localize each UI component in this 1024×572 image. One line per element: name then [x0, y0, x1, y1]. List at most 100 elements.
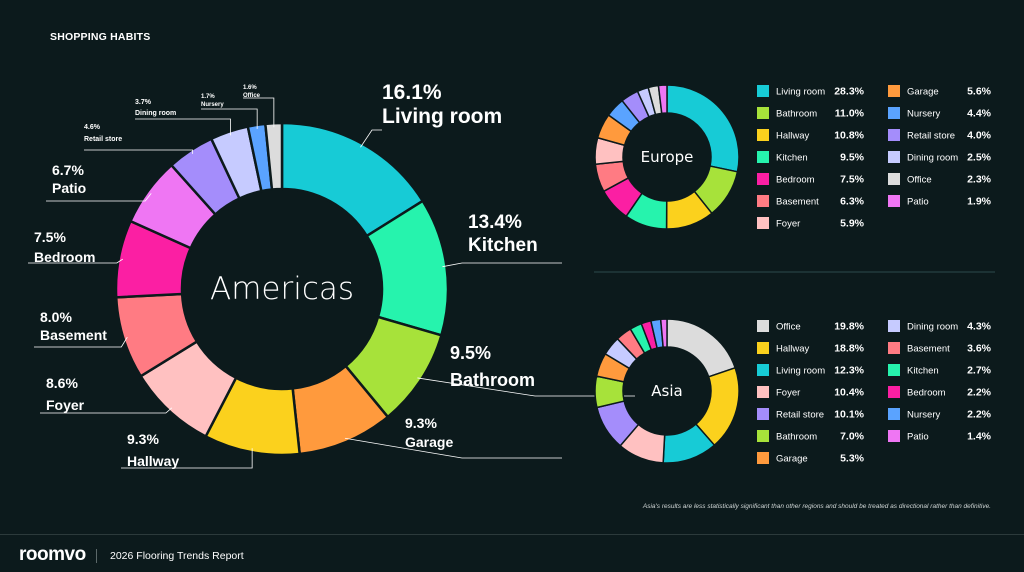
legend-swatch [888, 151, 900, 163]
legend-label: Kitchen [776, 153, 808, 164]
legend-label: Nursery [907, 109, 941, 120]
callout-label-bathroom: Bathroom [450, 370, 535, 390]
legend-swatch [757, 430, 769, 442]
legend-item-bedroom: Bedroom 2.2% [888, 386, 992, 399]
europe-donut-chart: Europe Living room 28.3% Bathroom 11.0% Hallw… [594, 84, 992, 230]
legend-item-bathroom: Bathroom 7.0% [757, 430, 865, 443]
legend-label: Retail store [776, 410, 824, 421]
legend-value: 2.2% [967, 409, 992, 421]
legend-swatch [757, 217, 769, 229]
legend-value: 7.5% [840, 174, 865, 186]
callout-value-retail-store: 4.6% [84, 124, 101, 131]
legend-value: 7.0% [840, 431, 865, 443]
callout-label-dining-room: Dining room [135, 110, 176, 117]
legend-value: 10.1% [834, 409, 864, 421]
legend-value: 9.5% [840, 152, 865, 164]
legend-value: 10.4% [834, 387, 864, 399]
legend-swatch [888, 386, 900, 398]
legend-item-kitchen: Kitchen 9.5% [757, 151, 865, 164]
legend-value: 5.9% [840, 218, 865, 230]
footer-divider [96, 549, 97, 563]
legend-swatch [757, 107, 769, 119]
legend-item-dining-room: Dining room 4.3% [888, 320, 992, 333]
legend-label: Foyer [776, 388, 800, 399]
legend-label: Bedroom [907, 388, 946, 399]
report-title: 2026 Flooring Trends Report [110, 550, 244, 562]
legend-label: Bathroom [776, 432, 817, 443]
legend-swatch [757, 386, 769, 398]
legend-value: 2.7% [967, 365, 992, 377]
legend-item-garage: Garage 5.6% [888, 85, 992, 98]
legend-item-hallway: Hallway 10.8% [757, 129, 865, 142]
callout-label-living-room: Living room [382, 105, 502, 128]
callout-label-office: Office [243, 93, 261, 99]
callout-value-office: 1.6% [243, 85, 257, 91]
callout-value-nursery: 1.7% [201, 94, 215, 100]
legend-item-kitchen: Kitchen 2.7% [888, 364, 992, 377]
legend-swatch [888, 129, 900, 141]
legend-label: Nursery [907, 410, 941, 421]
legend-item-basement: Basement 6.3% [757, 195, 865, 208]
legend-label: Basement [907, 344, 950, 355]
legend-label: Hallway [776, 344, 810, 355]
legend-value: 5.3% [840, 453, 865, 465]
legend-swatch [888, 320, 900, 332]
legend-label: Hallway [776, 131, 810, 142]
legend-label: Dining room [907, 322, 958, 333]
legend-item-bedroom: Bedroom 7.5% [757, 173, 865, 186]
brand-logo: roomvo [19, 544, 86, 565]
legend-label: Bathroom [776, 109, 817, 120]
leader-retail-store [84, 149, 194, 154]
slice-office [264, 121, 284, 191]
legend-swatch [888, 408, 900, 420]
callout-value-patio: 6.7% [52, 162, 84, 178]
legend-value: 6.3% [840, 196, 865, 208]
legend-value: 12.3% [834, 365, 864, 377]
legend-swatch [757, 173, 769, 185]
legend-label: Office [907, 175, 932, 186]
legend-item-garage: Garage 5.3% [757, 452, 865, 465]
center-label: Europe [641, 148, 694, 166]
leader-garage [344, 437, 562, 459]
legend-item-nursery: Nursery 4.4% [888, 107, 992, 120]
legend-label: Living room [776, 366, 825, 377]
callout-value-dining-room: 3.7% [135, 99, 152, 106]
callout-label-basement: Basement [40, 327, 107, 343]
americas-donut-chart: Americas 16.1%Living room 13.4%Kitchen 9.5%… [28, 81, 635, 469]
legend-label: Retail store [907, 131, 955, 142]
legend-swatch [888, 85, 900, 97]
legend-label: Office [776, 322, 801, 333]
legend-value: 10.8% [834, 130, 864, 142]
legend-label: Garage [907, 87, 939, 98]
legend-label: Foyer [776, 219, 800, 230]
legend-swatch [888, 430, 900, 442]
legend-item-foyer: Foyer 10.4% [757, 386, 865, 399]
legend-item-office: Office 19.8% [757, 320, 865, 333]
leader-dining-room [135, 118, 231, 136]
legend-item-nursery: Nursery 2.2% [888, 408, 992, 421]
legend-swatch [888, 173, 900, 185]
leader-hallway [121, 448, 253, 469]
legend-item-living-room: Living room 28.3% [757, 85, 865, 98]
legend-value: 5.6% [967, 86, 992, 98]
callout-label-garage: Garage [405, 434, 453, 450]
callout-value-bedroom: 7.5% [34, 229, 66, 245]
leader-kitchen [442, 262, 562, 268]
callout-label-kitchen: Kitchen [468, 235, 538, 256]
legend-item-living-room: Living room 12.3% [757, 364, 865, 377]
legend-swatch [757, 195, 769, 207]
legend-swatch [757, 364, 769, 376]
legend-swatch [888, 364, 900, 376]
callout-label-bedroom: Bedroom [34, 249, 95, 265]
footer-rule [0, 534, 1024, 535]
legend-value: 4.0% [967, 130, 992, 142]
callout-label-hallway: Hallway [127, 453, 179, 469]
legend-value: 3.6% [967, 343, 992, 355]
legend-value: 1.9% [967, 196, 992, 208]
callout-value-living-room: 16.1% [382, 81, 442, 104]
leader-living-room [360, 129, 382, 148]
legend-item-basement: Basement 3.6% [888, 342, 992, 355]
legend-swatch [757, 342, 769, 354]
legend-swatch [757, 129, 769, 141]
